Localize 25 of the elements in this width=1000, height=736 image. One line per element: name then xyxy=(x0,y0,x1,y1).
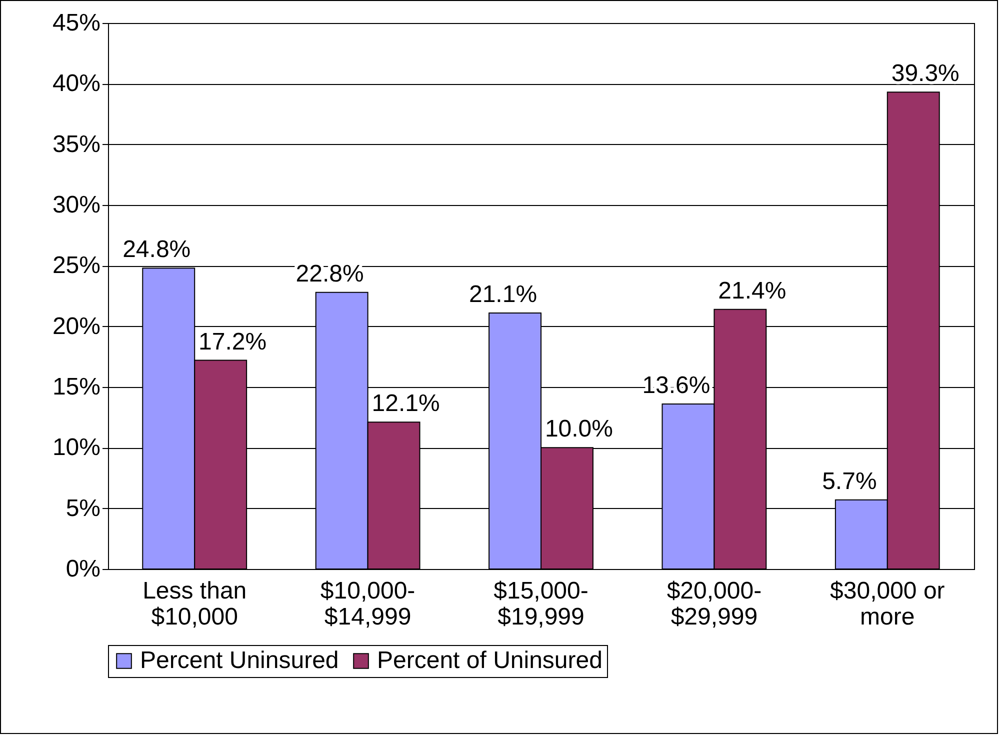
legend-label: Percent of Uninsured xyxy=(377,647,602,674)
x-tick-label: $30,000 or more xyxy=(830,578,945,630)
y-tick-label: 20% xyxy=(52,312,100,340)
legend-label: Percent Uninsured xyxy=(140,647,339,674)
y-tick-label: 30% xyxy=(52,192,100,218)
data-label: 10.0% xyxy=(544,416,614,443)
x-tick-label: Less than $10,000 xyxy=(142,578,247,630)
y-tick-label: 35% xyxy=(52,130,100,158)
y-tick-label: 5% xyxy=(66,494,100,522)
data-label: 5.7% xyxy=(822,468,877,495)
data-label: 17.2% xyxy=(198,328,267,356)
data-label: 24.8% xyxy=(122,236,191,264)
data-label: 21.1% xyxy=(468,280,538,308)
y-tick-label: 40% xyxy=(52,70,100,98)
y-tick-label: 25% xyxy=(52,252,100,280)
data-label: 12.1% xyxy=(372,390,440,418)
data-label: 21.4% xyxy=(718,277,786,304)
x-tick-label: $10,000- $14,999 xyxy=(320,578,416,630)
x-tick-label: $20,000- $29,999 xyxy=(666,578,762,630)
x-tick-label: $15,000- $19,999 xyxy=(494,578,588,630)
y-tick-label: 45% xyxy=(52,10,100,36)
data-label: 39.3% xyxy=(891,60,960,88)
y-tick-label: 0% xyxy=(66,556,100,582)
y-tick-label: 10% xyxy=(52,434,100,462)
y-tick-label: 15% xyxy=(52,374,100,400)
